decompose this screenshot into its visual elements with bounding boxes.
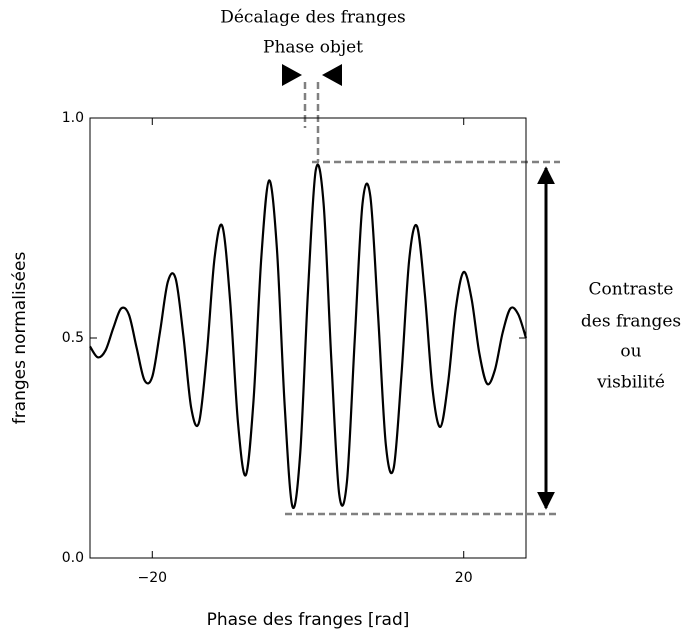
y-tick-label: 0.0 bbox=[62, 550, 84, 566]
annotation: Phase objet bbox=[263, 38, 363, 58]
annotation: ou bbox=[620, 342, 641, 362]
annotation: visbilité bbox=[596, 373, 665, 393]
y-tick-label: 0.5 bbox=[62, 330, 84, 346]
plot-frame bbox=[89, 117, 527, 559]
arrow-head bbox=[282, 64, 302, 86]
x-axis-label: Phase des franges [rad] bbox=[207, 610, 410, 630]
annotation: Décalage des franges bbox=[220, 8, 406, 28]
annotation: des franges bbox=[581, 312, 681, 332]
fringe-line bbox=[89, 163, 528, 510]
y-tick-label: 1.0 bbox=[62, 110, 84, 126]
arrow-head bbox=[322, 64, 342, 86]
x-tick-label: −20 bbox=[138, 570, 168, 586]
x-tick-label: 20 bbox=[455, 570, 473, 586]
annotation: Contraste bbox=[589, 280, 674, 300]
y-axis-label: franges normalisées bbox=[10, 252, 30, 425]
